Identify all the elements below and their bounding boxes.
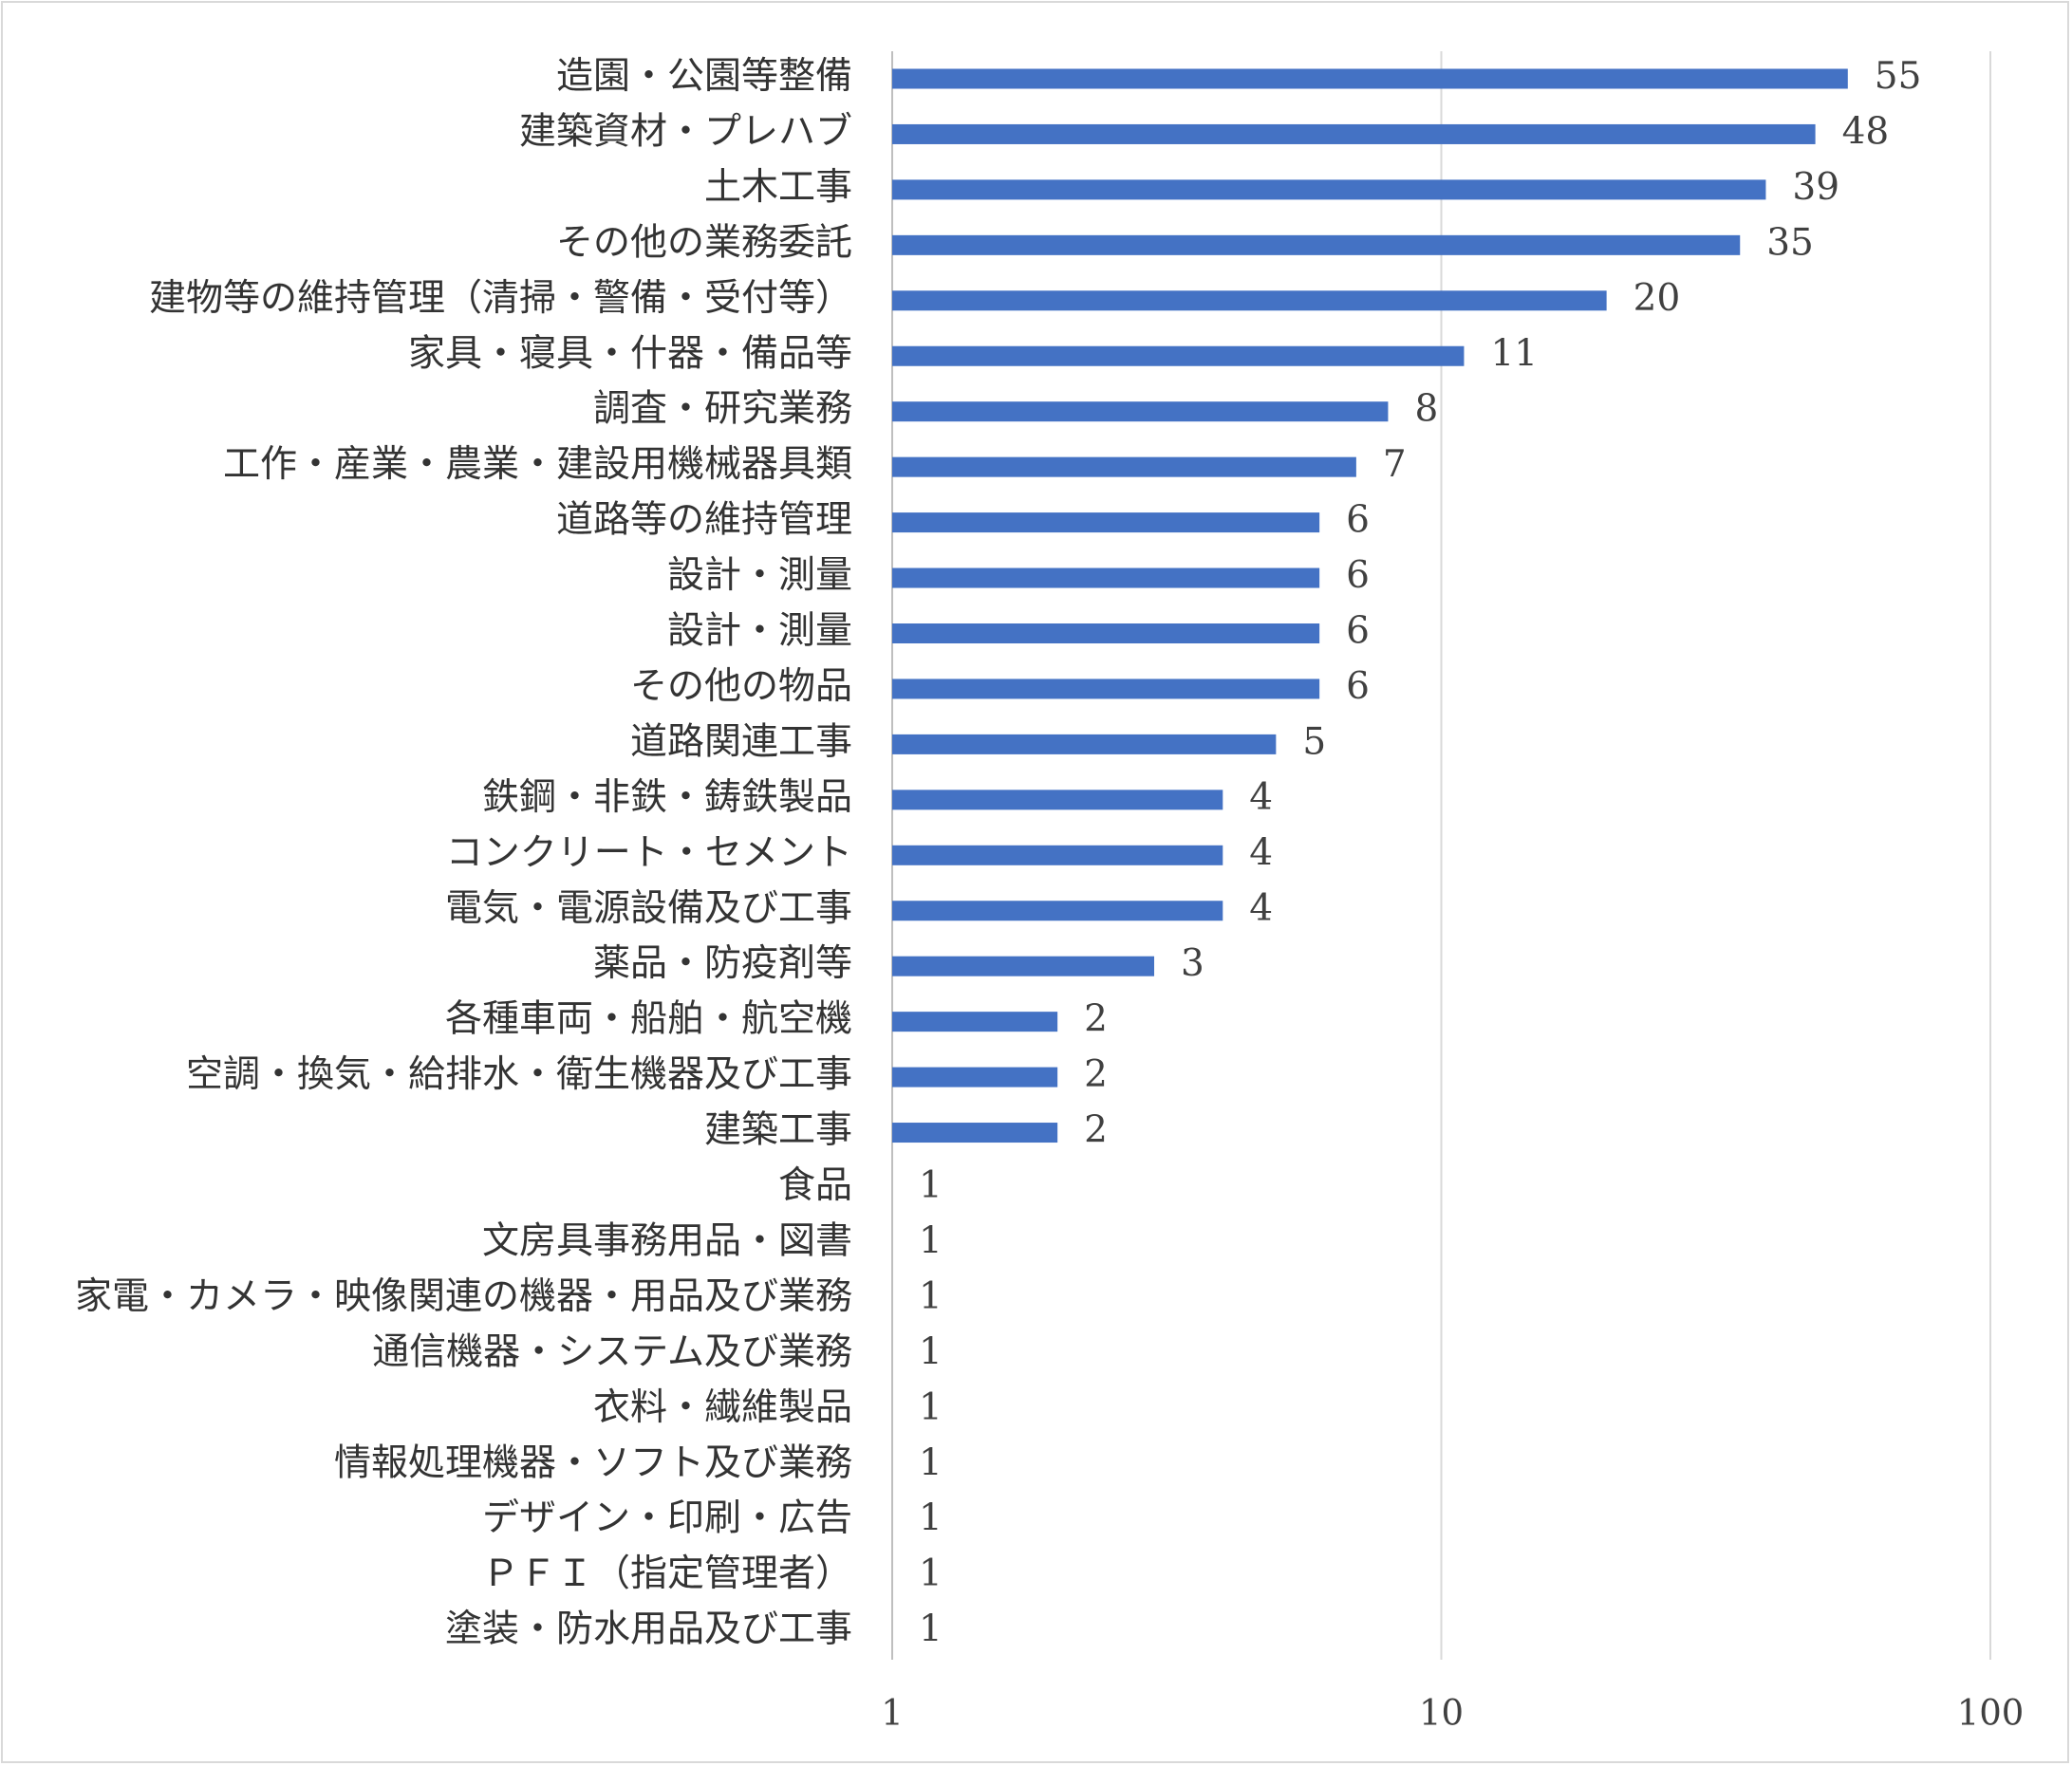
bars: [892, 68, 1848, 1143]
bar: [892, 123, 1816, 144]
category-labels: 造園・公園等整備建築資材・プレハブ土木工事その他の業務委託建物等の維持管理（清掃…: [75, 55, 852, 1651]
category-label: 家電・カメラ・映像関連の機器・用品及び業務: [75, 1275, 852, 1318]
bar: [892, 512, 1320, 533]
category-label: 設計・測量: [667, 610, 852, 653]
bar: [892, 234, 1741, 255]
category-label: 塗装・防水用品及び工事: [445, 1608, 852, 1651]
bar: [892, 401, 1389, 422]
data-label: 1: [919, 1386, 943, 1429]
category-label: 薬品・防疫剤等: [593, 942, 852, 985]
category-label: 設計・測量: [667, 554, 852, 597]
category-label: 道路等の維持管理: [556, 499, 852, 542]
data-label: 11: [1490, 332, 1538, 375]
data-label: 2: [1084, 1053, 1108, 1096]
data-label: 6: [1346, 554, 1370, 597]
bar-chart: 造園・公園等整備建築資材・プレハブ土木工事その他の業務委託建物等の維持管理（清掃…: [75, 51, 2024, 1734]
category-label: 空調・換気・給排水・衛生機器及び工事: [186, 1053, 852, 1096]
data-label: 8: [1414, 388, 1438, 431]
x-tick-label: 1: [881, 1693, 904, 1734]
bar: [892, 734, 1277, 754]
bar: [892, 845, 1223, 865]
x-axis-tick-labels: 1 10 100: [881, 1693, 2024, 1734]
bar: [892, 290, 1607, 311]
category-label: ＰＦＩ（指定管理者）: [482, 1552, 852, 1595]
category-label: 各種車両・船舶・航空機: [445, 998, 852, 1041]
category-label: 調査・研究業務: [593, 388, 852, 431]
data-label: 7: [1383, 443, 1407, 486]
x-tick-label: 100: [1957, 1693, 2025, 1734]
category-label: 衣料・繊維製品: [593, 1386, 852, 1429]
bar: [892, 1123, 1058, 1143]
bar: [892, 567, 1320, 588]
bar: [892, 1012, 1058, 1032]
data-label: 1: [919, 1164, 943, 1207]
data-label: 6: [1346, 665, 1370, 708]
data-label: 48: [1842, 110, 1890, 153]
category-label: 通信機器・システム及び業務: [372, 1330, 852, 1373]
category-label: 食品: [778, 1164, 852, 1207]
data-label: 1: [919, 1608, 943, 1651]
category-label: 鉄鋼・非鉄・鋳鉄製品: [482, 776, 852, 819]
category-label: 工作・産業・農業・建設用機械器具類: [223, 443, 852, 486]
bar: [892, 345, 1465, 366]
category-label: 文房具事務用品・図書: [482, 1219, 852, 1262]
category-label: その他の業務委託: [556, 221, 852, 264]
data-label: 4: [1249, 887, 1273, 930]
category-label: デザイン・印刷・広告: [482, 1497, 852, 1540]
bar: [892, 956, 1155, 976]
data-label: 1: [919, 1441, 943, 1484]
data-label: 4: [1249, 831, 1273, 874]
category-label: 造園・公園等整備: [556, 55, 852, 98]
bar: [892, 679, 1320, 699]
category-label: 道路関連工事: [630, 720, 852, 763]
data-label: 3: [1181, 942, 1204, 985]
category-label: 建築資材・プレハブ: [519, 110, 852, 153]
data-label: 1: [919, 1219, 943, 1262]
data-label: 1: [919, 1497, 943, 1540]
bar: [892, 179, 1766, 200]
category-label: 情報処理機器・ソフト及び業務: [334, 1441, 852, 1484]
bar: [892, 623, 1320, 643]
data-label: 2: [1084, 1109, 1108, 1152]
category-label: コンクリート・セメント: [446, 831, 852, 874]
category-label: その他の物品: [630, 665, 852, 708]
bar: [892, 456, 1356, 477]
category-label: 建物等の維持管理（清掃・警備・受付等）: [149, 277, 852, 320]
data-label: 20: [1633, 277, 1681, 320]
data-label: 1: [919, 1275, 943, 1318]
data-label: 1: [919, 1330, 943, 1373]
data-label: 35: [1766, 221, 1814, 264]
data-label: 6: [1346, 499, 1370, 542]
bar: [892, 790, 1223, 810]
x-tick-label: 10: [1419, 1693, 1464, 1734]
data-label: 39: [1792, 166, 1839, 209]
category-label: 電気・電源設備及び工事: [445, 887, 852, 930]
data-label: 2: [1084, 998, 1108, 1041]
data-label: 1: [919, 1552, 943, 1595]
bar: [892, 1067, 1058, 1087]
category-label: 建築工事: [704, 1109, 852, 1152]
category-label: 土木工事: [704, 166, 852, 209]
data-label: 55: [1875, 55, 1922, 98]
data-label: 4: [1249, 776, 1273, 819]
data-label: 6: [1346, 610, 1370, 653]
bar: [892, 901, 1223, 921]
data-label: 5: [1302, 720, 1326, 763]
category-label: 家具・寝具・什器・備品等: [408, 332, 852, 375]
bar: [892, 68, 1848, 89]
